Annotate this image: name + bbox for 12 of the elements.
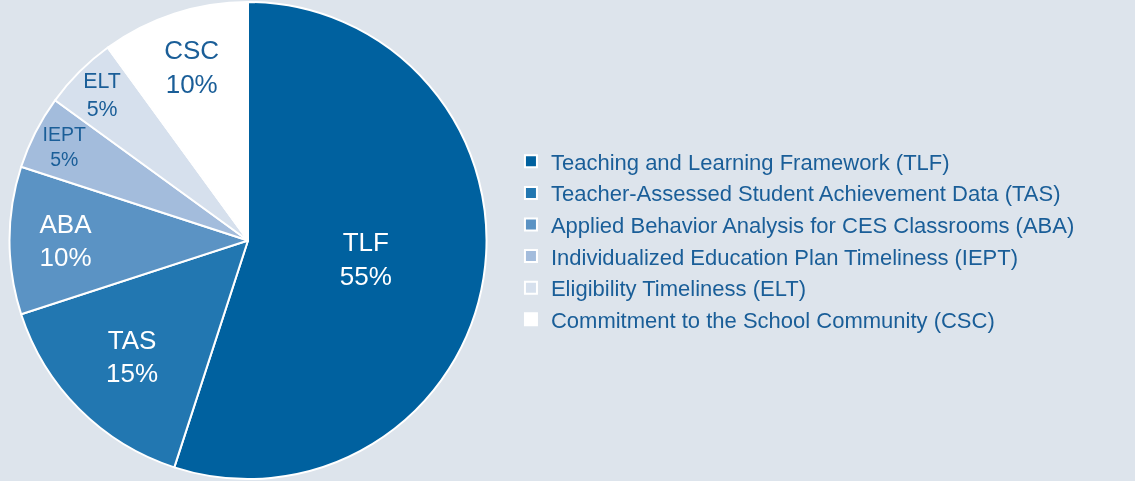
legend-label: Individualized Education Plan Timeliness (IEPT) (550, 244, 1019, 270)
data-label: IEPT 5% (42, 122, 86, 171)
legend-label: Teacher-Assessed Student Achievement Data (TAS) (550, 181, 1061, 207)
legend-label: Commitment to the School Community (CSC) (550, 307, 995, 333)
data-label: ELT 5% (83, 69, 121, 121)
data-label: CSC 10% (164, 35, 220, 100)
legend-label: Teaching and Learning Framework (TLF) (550, 149, 950, 175)
data-label: TAS 15% (105, 324, 159, 389)
data-label: ABA 10% (39, 208, 93, 273)
data-label: TLF 55% (339, 227, 392, 292)
legend-label: Eligibility Timeliness (ELT) (550, 276, 807, 302)
legend-label: Applied Behavior Analysis for CES Classrooms (ABA) (550, 213, 1075, 239)
